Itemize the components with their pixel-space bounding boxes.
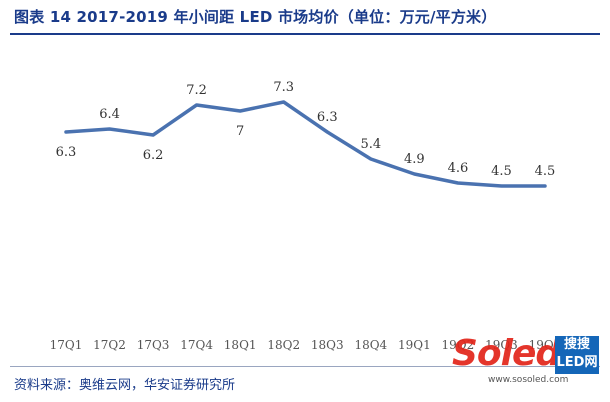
data-label: 4.5 xyxy=(491,164,512,179)
data-label: 4.9 xyxy=(404,152,425,167)
data-label: 5.4 xyxy=(360,137,381,152)
data-point xyxy=(195,103,199,107)
data-point xyxy=(151,133,155,137)
watermark: Soled 搜搜 LED网 www.sosoled.com xyxy=(452,334,602,390)
x-tick-label: 18Q4 xyxy=(354,338,387,352)
x-tick-label: 19Q2 xyxy=(442,338,475,352)
x-tick-label: 17Q2 xyxy=(93,338,126,352)
data-point xyxy=(282,100,286,104)
x-tick-label: 17Q1 xyxy=(50,338,83,352)
x-tick-label: 19Q3 xyxy=(485,338,518,352)
x-tick-label: 19Q1 xyxy=(398,338,431,352)
data-point xyxy=(456,181,460,185)
watermark-logo: Soled xyxy=(452,333,561,374)
data-label: 7 xyxy=(236,124,244,139)
watermark-url: www.sosoled.com xyxy=(488,375,569,385)
title-divider xyxy=(10,33,600,35)
line-chart: 6.3 6.4 6.2 7.2 7 7.3 6.3 5.4 4.9 4.6 4.5 4.5 17Q1 1… xyxy=(50,80,562,352)
x-tick-label: 17Q4 xyxy=(180,338,213,352)
data-point xyxy=(499,184,503,188)
x-tick-label: 19Q4 xyxy=(529,338,562,352)
x-tick-label: 18Q3 xyxy=(311,338,344,352)
chart-title: 图表 14 2017-2019 年小间距 LED 市场均价（单位：万元/平方米） xyxy=(14,8,497,26)
data-point xyxy=(412,172,416,176)
data-label: 6.4 xyxy=(99,107,120,122)
data-point xyxy=(369,157,373,161)
x-tick-label: 17Q3 xyxy=(137,338,170,352)
data-point xyxy=(238,109,242,113)
footer-divider xyxy=(10,366,600,367)
series-line xyxy=(64,100,547,188)
data-point xyxy=(543,184,547,188)
data-label: 4.5 xyxy=(535,164,556,179)
data-point xyxy=(325,130,329,134)
watermark-badge-line1: 搜搜 xyxy=(563,337,590,352)
data-label: 7.3 xyxy=(273,80,294,95)
watermark-badge: 搜搜 LED网 xyxy=(555,336,599,374)
data-label: 7.2 xyxy=(186,83,207,98)
source-note: 资料来源：奥维云网，华安证券研究所 xyxy=(14,378,236,393)
data-label: 6.2 xyxy=(143,148,164,163)
data-label: 4.6 xyxy=(448,161,469,176)
x-tick-label: 18Q2 xyxy=(267,338,300,352)
x-tick-label: 18Q1 xyxy=(224,338,257,352)
data-label: 6.3 xyxy=(56,145,77,160)
data-point xyxy=(108,127,112,131)
data-label: 6.3 xyxy=(317,110,338,125)
watermark-badge-line2: LED网 xyxy=(556,355,598,370)
data-point xyxy=(64,130,68,134)
